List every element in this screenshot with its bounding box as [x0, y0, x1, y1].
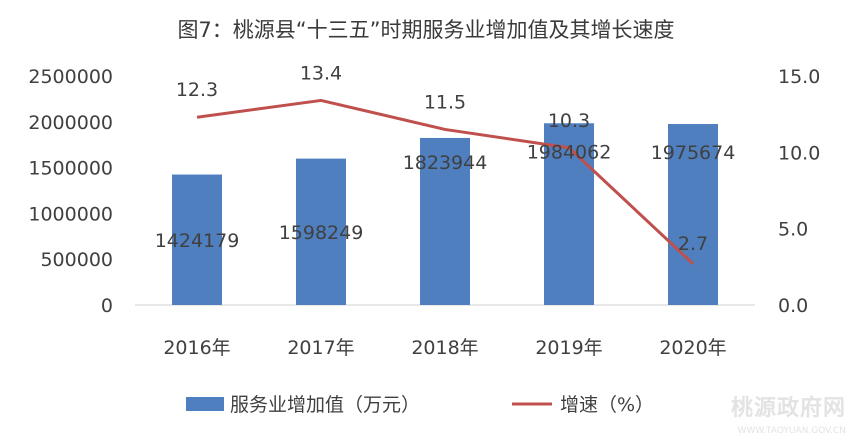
legend: 服务业增加值（万元） 增速（%）	[186, 394, 654, 416]
bar-value-label: 1424179	[155, 230, 240, 252]
bar	[296, 158, 346, 305]
bar	[420, 137, 470, 305]
chart-title: 图7：桃源县“十三五”时期服务业增加值及其增长速度	[177, 18, 674, 42]
x-tick-label: 2019年	[535, 337, 602, 359]
growth-line-path	[196, 98, 695, 265]
left-tick-label: 500000	[40, 249, 113, 271]
bar	[668, 124, 718, 305]
watermark-text: 桃源政府网	[731, 395, 846, 421]
x-axis-ticks: 2016年 2017年 2018年 2019年 2020年	[163, 337, 726, 359]
bar-value-label: 1984062	[527, 141, 612, 163]
left-tick-label: 2000000	[28, 112, 113, 134]
right-tick-label: 10.0	[778, 142, 820, 164]
line-value-label: 12.3	[176, 79, 218, 101]
line-value-label: 11.5	[424, 91, 466, 113]
legend-label-line: 增速（%）	[560, 394, 654, 416]
growth-line	[196, 98, 695, 265]
line-labels: 12.3 13.4 11.5 10.3 2.7	[176, 62, 708, 254]
right-tick-label: 5.0	[778, 219, 808, 241]
right-axis: 0.0 5.0 10.0 15.0	[778, 66, 820, 317]
bar-value-label: 1975674	[651, 142, 736, 164]
x-tick-label: 2017年	[287, 337, 354, 359]
line-value-label: 2.7	[678, 233, 708, 255]
left-tick-label: 1000000	[28, 203, 113, 225]
watermark-url: WWW.TAOYUAN.GOV.CN	[737, 426, 846, 436]
left-axis: 0 500000 1000000 1500000 2000000 2500000	[28, 66, 113, 317]
bar-labels: 1424179 1598249 1823944 1984062 1975674	[155, 141, 736, 252]
left-tick-label: 2500000	[28, 66, 113, 88]
right-tick-label: 0.0	[778, 295, 808, 317]
watermark: 桃源政府网 WWW.TAOYUAN.GOV.CN	[731, 395, 846, 436]
bar-value-label: 1598249	[279, 222, 364, 244]
bars	[172, 123, 718, 305]
bar-value-label: 1823944	[403, 152, 488, 174]
legend-label-bar: 服务业增加值（万元）	[230, 394, 420, 416]
line-value-label: 10.3	[548, 110, 590, 132]
left-tick-label: 0	[101, 295, 113, 317]
x-tick-label: 2016年	[163, 337, 230, 359]
bar	[544, 123, 594, 305]
x-tick-label: 2018年	[411, 337, 478, 359]
left-tick-label: 1500000	[28, 158, 113, 180]
bar	[172, 174, 222, 305]
line-value-label: 13.4	[300, 62, 342, 84]
x-tick-label: 2020年	[659, 337, 726, 359]
legend-swatch-bar	[186, 397, 224, 411]
right-tick-label: 15.0	[778, 66, 820, 88]
